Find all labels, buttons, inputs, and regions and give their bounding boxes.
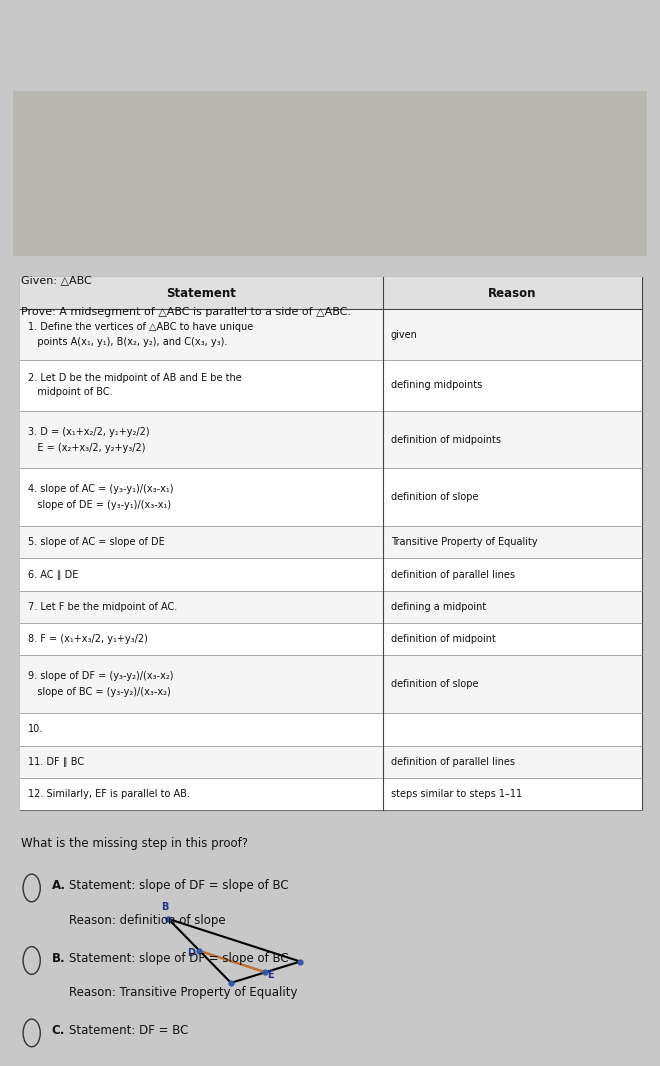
Text: C.: C.: [51, 1024, 65, 1037]
Text: Reason: Reason: [488, 287, 537, 300]
Text: Statement: slope of DF = slope of BC: Statement: slope of DF = slope of BC: [69, 879, 289, 892]
Text: definition of slope: definition of slope: [391, 679, 478, 690]
Text: 7. Let F be the midpoint of AC.: 7. Let F be the midpoint of AC.: [28, 602, 177, 612]
Text: What is the missing step in this proof?: What is the missing step in this proof?: [21, 837, 248, 850]
Bar: [20, 277, 642, 309]
Text: 10.: 10.: [28, 725, 43, 734]
Text: Reason: Transitive Property of Equality: Reason: Transitive Property of Equality: [69, 986, 298, 999]
Text: E = (x₂+x₃/2, y₂+y₃/2): E = (x₂+x₃/2, y₂+y₃/2): [28, 442, 145, 453]
Text: 2. Let D be the midpoint of AB and E be the: 2. Let D be the midpoint of AB and E be …: [28, 373, 242, 383]
Bar: [20, 591, 642, 624]
Bar: [20, 360, 642, 410]
Text: definition of midpoint: definition of midpoint: [391, 634, 496, 644]
Text: steps similar to steps 1–11: steps similar to steps 1–11: [391, 789, 522, 800]
Text: 3. D = (x₁+x₂/2, y₁+y₂/2): 3. D = (x₁+x₂/2, y₁+y₂/2): [28, 426, 149, 436]
Text: 9. slope of DF = (y₃-y₂)/(x₃-x₂): 9. slope of DF = (y₃-y₂)/(x₃-x₂): [28, 672, 173, 681]
Bar: [20, 713, 642, 745]
Text: definition of parallel lines: definition of parallel lines: [391, 569, 515, 580]
Text: slope of BC = (y₃-y₂)/(x₃-x₂): slope of BC = (y₃-y₂)/(x₃-x₂): [28, 688, 170, 697]
Text: given: given: [391, 329, 418, 340]
Text: points A(x₁, y₁), B(x₂, y₂), and C(x₃, y₃).: points A(x₁, y₁), B(x₂, y₂), and C(x₃, y…: [28, 337, 227, 346]
Bar: [20, 309, 642, 360]
Text: 6. AC ∥ DE: 6. AC ∥ DE: [28, 569, 78, 580]
Text: slope of DE = (y₃-y₁)/(x₃-x₁): slope of DE = (y₃-y₁)/(x₃-x₁): [28, 500, 171, 511]
Bar: [20, 624, 642, 656]
Bar: [20, 527, 642, 559]
Text: Reason: definition of slope: Reason: definition of slope: [69, 914, 226, 926]
Text: Prove: A midsegment of △ABC is parallel to a side of △ABC.: Prove: A midsegment of △ABC is parallel …: [21, 307, 351, 317]
Text: Statement: Statement: [166, 287, 236, 300]
Text: A.: A.: [51, 879, 65, 892]
Text: D: D: [187, 948, 195, 958]
Text: definition of parallel lines: definition of parallel lines: [391, 757, 515, 766]
Bar: [20, 468, 642, 527]
Bar: [20, 277, 642, 810]
Text: definition of midpoints: definition of midpoints: [391, 435, 501, 445]
Text: 1. Define the vertices of △ABC to have unique: 1. Define the vertices of △ABC to have u…: [28, 322, 253, 333]
Text: 11. DF ∥ BC: 11. DF ∥ BC: [28, 757, 84, 766]
Bar: [20, 745, 642, 778]
Text: definition of slope: definition of slope: [391, 492, 478, 502]
Text: defining a midpoint: defining a midpoint: [391, 602, 486, 612]
Text: Statement: DF = BC: Statement: DF = BC: [69, 1024, 189, 1037]
Text: 12. Similarly, EF is parallel to AB.: 12. Similarly, EF is parallel to AB.: [28, 789, 189, 800]
Bar: [20, 410, 642, 468]
Text: defining midpoints: defining midpoints: [391, 381, 482, 390]
Text: Statement: slope of DF = slope of BC: Statement: slope of DF = slope of BC: [69, 952, 289, 965]
Bar: [20, 559, 642, 591]
Text: B.: B.: [51, 952, 65, 965]
Text: B: B: [161, 902, 169, 912]
Text: Given: △ABC: Given: △ABC: [21, 275, 92, 285]
Text: midpoint of BC.: midpoint of BC.: [28, 387, 112, 398]
Bar: [20, 656, 642, 713]
Text: Transitive Property of Equality: Transitive Property of Equality: [391, 537, 537, 547]
Bar: [20, 778, 642, 810]
Text: 8. F = (x₁+x₃/2, y₁+y₃/2): 8. F = (x₁+x₃/2, y₁+y₃/2): [28, 634, 148, 644]
Text: 5. slope of AC = slope of DE: 5. slope of AC = slope of DE: [28, 537, 164, 547]
Text: 4. slope of AC = (y₃-y₁)/(x₃-x₁): 4. slope of AC = (y₃-y₁)/(x₃-x₁): [28, 484, 173, 495]
Text: E: E: [267, 969, 274, 980]
Bar: [13, 91, 647, 256]
